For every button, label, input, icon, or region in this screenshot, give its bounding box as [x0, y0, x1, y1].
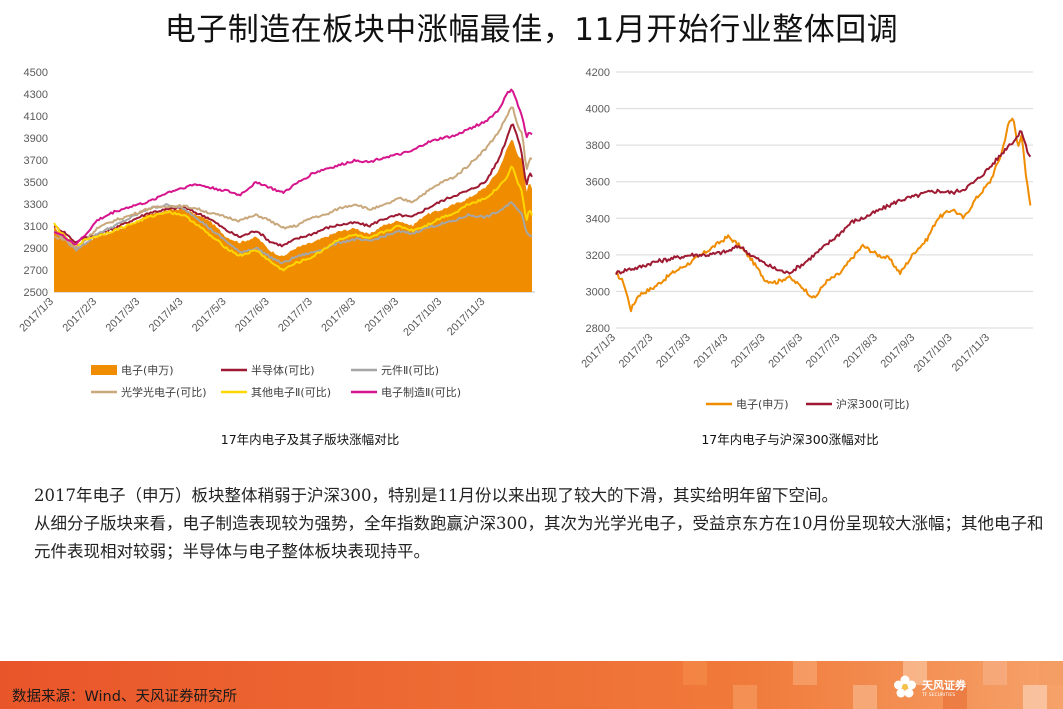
legend-item: 元件Ⅱ(可比) [351, 364, 439, 377]
x-tick-label: 2017/9/3 [879, 332, 918, 371]
sector-comparison-chart: 2500 2700 2900 3100 3300 3500 3700 3900 4100 4300… [17, 67, 535, 399]
commentary-paragraph-1: 2017年电子（申万）板块整体稍弱于沪深300，特别是11月份以来出现了较大的下… [34, 486, 838, 505]
x-tick-label: 2017/6/3 [233, 296, 272, 335]
series-4-line [53, 106, 533, 249]
flower-logo-icon [894, 675, 916, 698]
x-tick-label: 2017/4/3 [147, 296, 186, 335]
y-tick-label: 3800 [586, 140, 610, 152]
y-tick-label: 3900 [24, 133, 48, 145]
footer-decoration [683, 661, 1063, 709]
y-tick-label: 2500 [24, 287, 48, 299]
brand-logo: 天风证券 TF SECURITIES [892, 672, 966, 702]
legend-label: 电子(申万) [121, 364, 174, 377]
commentary-paragraph-2: 从细分子版块来看，电子制造表现较为强势，全年指数跑赢沪深300，其次为光学光电子… [34, 514, 1044, 561]
x-tick-label: 2017/6/3 [766, 332, 805, 371]
legend-item: 光学光电子(可比) [91, 385, 207, 399]
legend-item: 其他电子Ⅱ(可比) [221, 386, 331, 399]
x-tick-label: 2017/7/3 [276, 296, 315, 335]
series-2-line [615, 130, 1032, 276]
legend-item: 电子(申万) [91, 364, 174, 377]
legend-item: 半导体(可比) [221, 363, 315, 377]
series-1-area [54, 139, 532, 292]
series-1-line [615, 117, 1032, 313]
x-tick-label: 2017/11/3 [950, 332, 993, 375]
series-2-line [53, 123, 533, 248]
y-tick-label: 4300 [24, 89, 48, 101]
legend-label: 电子制造Ⅱ(可比) [381, 385, 461, 399]
legend-label: 电子(申万) [736, 398, 789, 411]
y-tick-label: 3100 [24, 221, 48, 233]
x-tick-label: 2017/2/3 [617, 332, 656, 371]
x-tick-label: 2017/1/3 [17, 296, 56, 335]
legend-label: 沪深300(可比) [836, 397, 910, 411]
y-tick-label: 4000 [586, 104, 610, 116]
legend-swatch [91, 365, 117, 375]
y-tick-label: 3000 [586, 286, 610, 298]
legend-label: 半导体(可比) [251, 363, 315, 377]
legend-item: 电子制造Ⅱ(可比) [351, 385, 461, 399]
commentary-text: 2017年电子（申万）板块整体稍弱于沪深300，特别是11月份以来出现了较大的下… [34, 482, 1044, 566]
x-tick-label: 2017/10/3 [912, 332, 955, 375]
y-tick-label: 4500 [24, 67, 48, 79]
x-tick-label: 2017/2/3 [60, 296, 99, 335]
x-tick-label: 2017/5/3 [729, 332, 768, 371]
series-6-line [53, 88, 533, 246]
chart-caption-right: 17年内电子与沪深300涨幅对比 [701, 432, 879, 447]
legend-item: 沪深300(可比) [806, 397, 910, 411]
y-tick-label: 3200 [586, 250, 610, 262]
chart-caption-left: 17年内电子及其子版块涨幅对比 [220, 432, 400, 447]
y-tick-label: 2700 [24, 265, 48, 277]
y-tick-label: 2900 [24, 243, 48, 255]
series-5-line [53, 165, 533, 272]
page-title: 电子制造在板块中涨幅最佳，11月开始行业整体回调 [164, 12, 899, 48]
legend-item: 电子(申万) [706, 398, 789, 411]
y-tick-label: 3600 [586, 177, 610, 189]
x-tick-label: 2017/7/3 [804, 332, 843, 371]
index-comparison-chart: 2800 3000 3200 3400 3600 3800 4000 4200 2017/1/3… [579, 67, 1033, 411]
y-tick-label: 3500 [24, 177, 48, 189]
x-tick-label: 2017/1/3 [579, 332, 618, 371]
y-tick-label: 3300 [24, 199, 48, 211]
legend-label: 元件Ⅱ(可比) [381, 364, 439, 377]
x-tick-label: 2017/11/3 [445, 296, 488, 339]
legend-label: 其他电子Ⅱ(可比) [251, 386, 331, 399]
x-tick-label: 2017/3/3 [654, 332, 693, 371]
legend-label: 光学光电子(可比) [121, 385, 207, 399]
x-tick-label: 2017/8/3 [841, 332, 880, 371]
footer-bar: 数据来源：Wind、天风证券研究所 [0, 661, 1063, 709]
x-tick-label: 2017/8/3 [319, 296, 358, 335]
x-tick-label: 2017/9/3 [362, 296, 401, 335]
x-tick-label: 2017/5/3 [190, 296, 229, 335]
footer-source: 数据来源：Wind、天风证券研究所 [12, 689, 237, 705]
x-tick-label: 2017/4/3 [692, 332, 731, 371]
x-tick-label: 2017/10/3 [401, 296, 444, 339]
x-tick-label: 2017/3/3 [104, 296, 143, 335]
y-tick-label: 3400 [586, 213, 610, 225]
y-tick-label: 4100 [24, 111, 48, 123]
brand-name: 天风证券 [922, 678, 966, 692]
y-tick-label: 4200 [586, 67, 610, 79]
y-tick-label: 2800 [586, 323, 610, 335]
brand-subtitle: TF SECURITIES [922, 692, 956, 698]
y-tick-label: 3700 [24, 155, 48, 167]
